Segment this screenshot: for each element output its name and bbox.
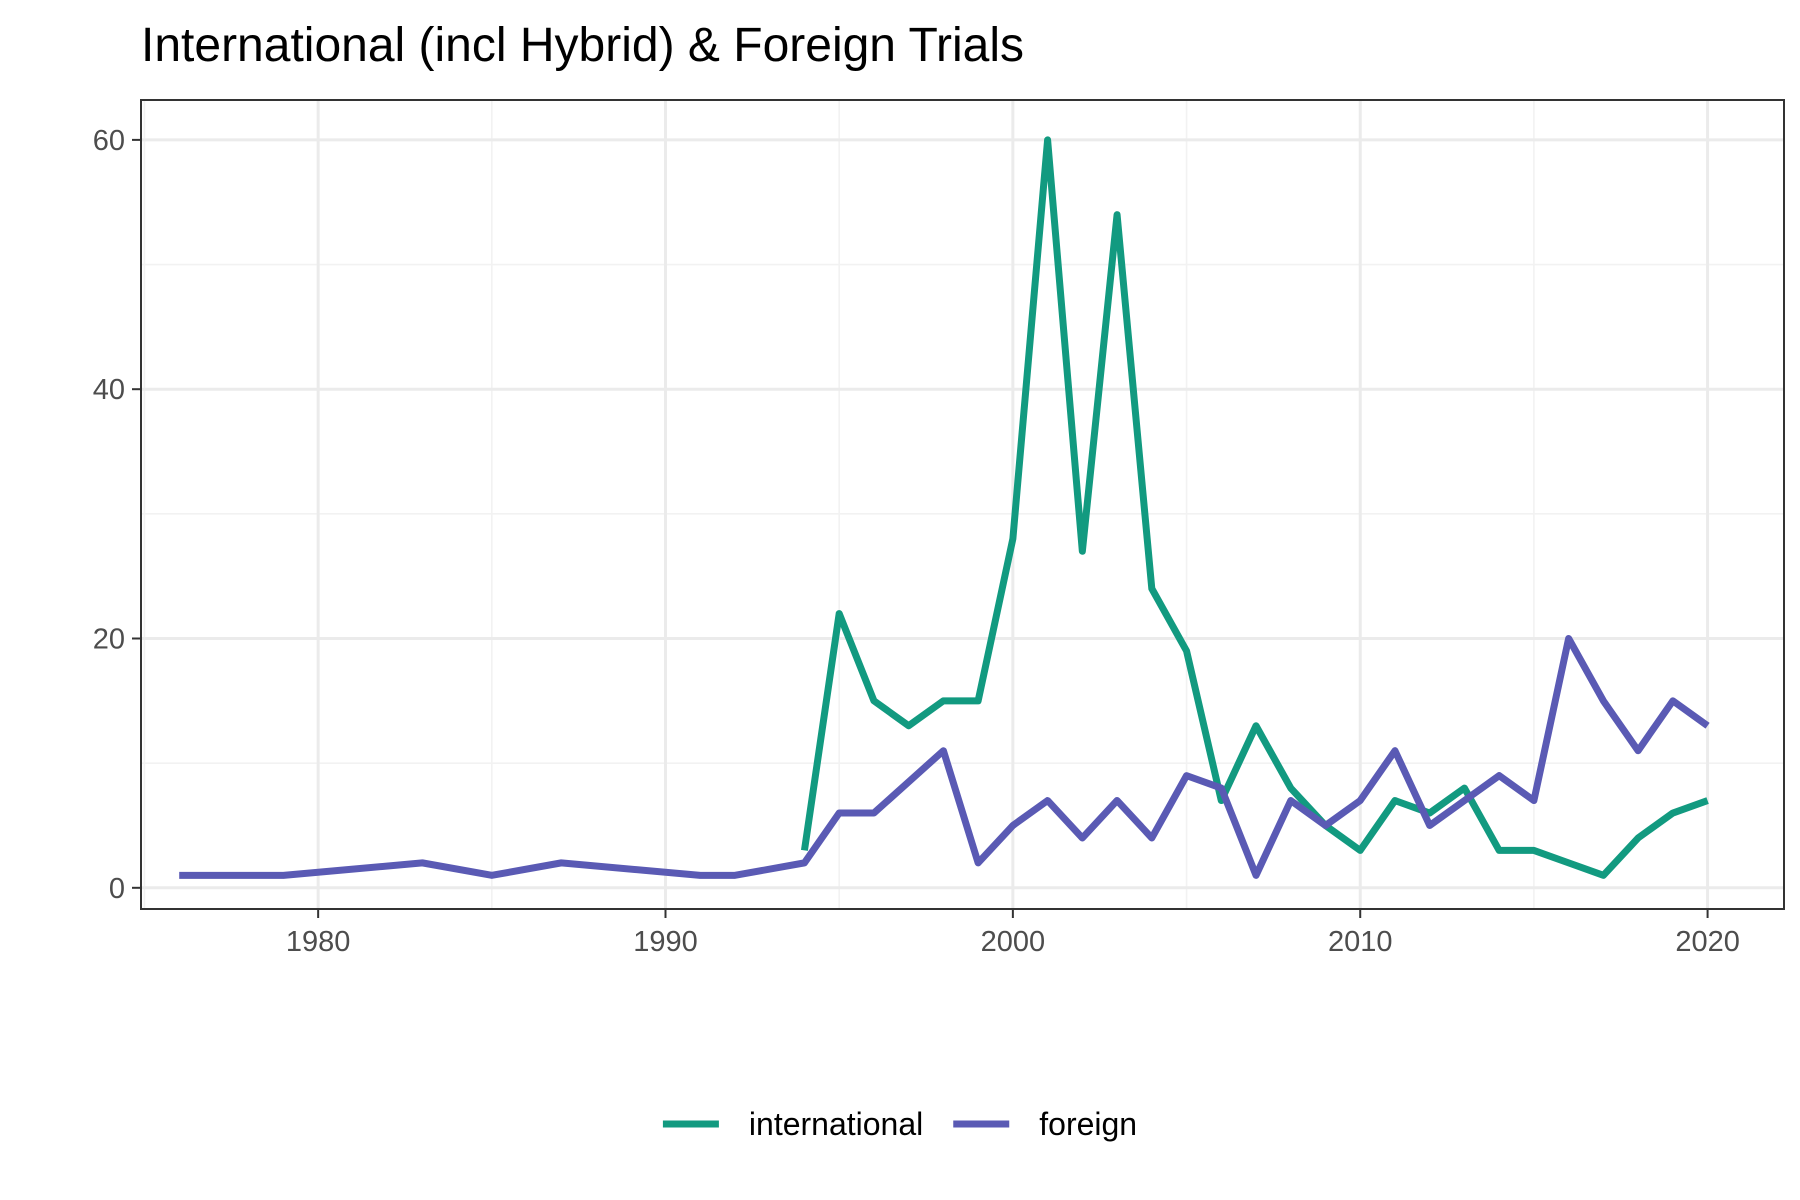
axes: 1980 1990 2000 2010 2020 0 20 40 60 [93, 125, 1740, 958]
y-tick-label: 40 [93, 374, 125, 406]
x-tick-label: 2000 [981, 926, 1046, 958]
x-tick-label: 1990 [633, 926, 698, 958]
legend-label-international: international [749, 1106, 923, 1142]
series-line-foreign [179, 635, 1710, 879]
legend-item-foreign: foreign [953, 1106, 1137, 1142]
legend-item-international: international [662, 1106, 923, 1142]
chart-title: International (incl Hybrid) & Foreign Tr… [141, 19, 1024, 72]
series-lines [179, 136, 1710, 879]
y-tick-label: 60 [93, 125, 125, 157]
legend: international foreign [662, 1106, 1137, 1142]
legend-label-foreign: foreign [1039, 1106, 1137, 1142]
y-tick-label: 0 [109, 873, 125, 905]
plot-panel-border [140, 99, 1785, 910]
y-tick-label: 20 [93, 624, 125, 656]
x-tick-label: 1980 [286, 926, 351, 958]
x-tick-label: 2010 [1328, 926, 1393, 958]
grid [141, 100, 1784, 909]
series-line-international [800, 136, 1709, 879]
x-tick-label: 2020 [1675, 926, 1740, 958]
